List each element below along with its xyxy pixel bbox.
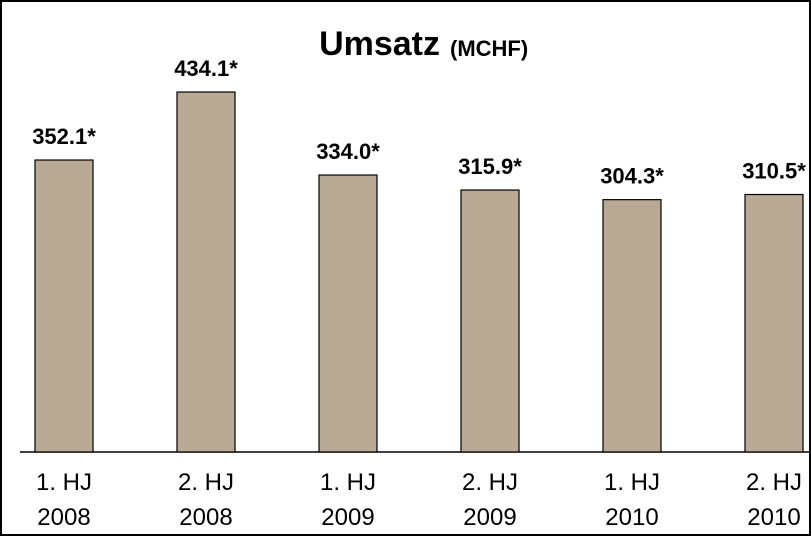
- x-tick-label-line: 2008: [179, 504, 232, 531]
- bar: [318, 174, 378, 453]
- bar: [744, 193, 804, 453]
- x-tick-label-line: 2009: [321, 504, 374, 531]
- bar: [176, 91, 236, 453]
- x-tick-label-line: 2. HJ: [178, 469, 234, 496]
- x-tick-label-line: 2. HJ: [746, 469, 802, 496]
- value-label: 434.1*: [174, 56, 238, 81]
- x-tick-label: 2. HJ 2008: [178, 469, 234, 531]
- value-label: 315.9*: [458, 154, 522, 179]
- x-tick-label-line: 2009: [463, 504, 516, 531]
- bar: [602, 199, 662, 453]
- value-label: 304.3*: [600, 163, 664, 188]
- bar: [460, 189, 520, 453]
- x-tick-label-line: 1. HJ: [36, 469, 92, 496]
- bar: [34, 159, 94, 453]
- value-label: 310.5*: [742, 158, 806, 183]
- chart-subtitle: (MCHF): [450, 36, 528, 61]
- x-tick-label-line: 2008: [37, 504, 90, 531]
- x-tick-label-line: 2010: [747, 504, 800, 531]
- x-tick-label-line: 2010: [605, 504, 658, 531]
- value-label: 334.0*: [316, 139, 380, 164]
- x-tick-label: 2. HJ 2010: [746, 469, 802, 531]
- x-tick-label: 1. HJ 2010: [604, 469, 660, 531]
- x-tick-label: 1. HJ 2008: [36, 469, 92, 531]
- x-tick-label: 1. HJ 2009: [320, 469, 376, 531]
- x-tick-label-line: 1. HJ: [320, 469, 376, 496]
- x-tick-label-line: 2. HJ: [462, 469, 518, 496]
- x-tick-label-line: 1. HJ: [604, 469, 660, 496]
- chart-title: Umsatz: [319, 25, 440, 63]
- x-tick-label: 2. HJ 2009: [462, 469, 518, 531]
- value-label: 352.1*: [32, 124, 96, 149]
